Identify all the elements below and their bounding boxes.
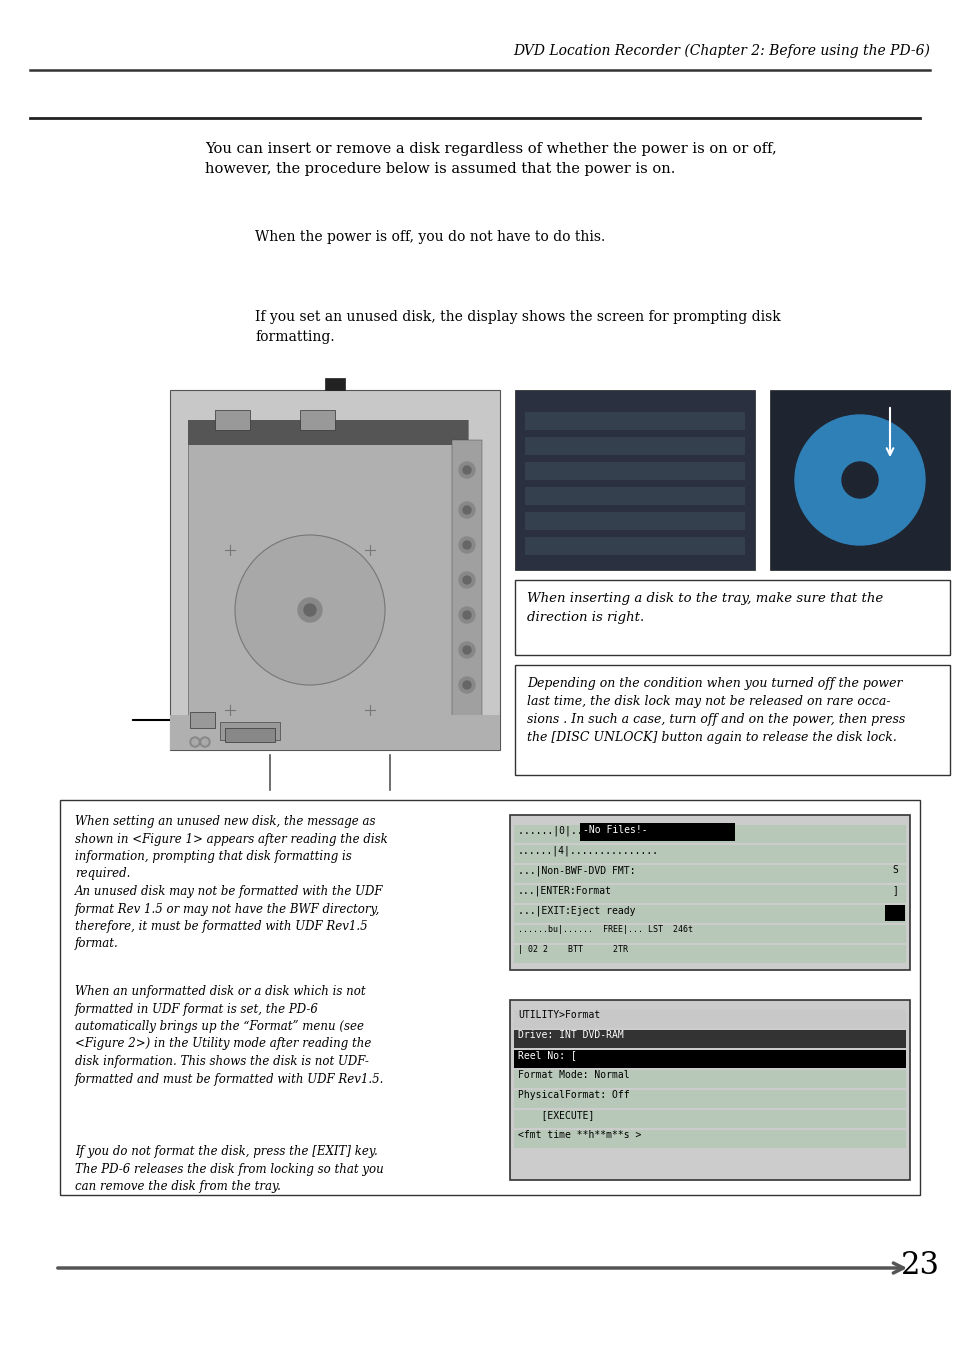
Bar: [515, 390, 754, 570]
Circle shape: [462, 681, 471, 689]
Bar: [524, 486, 744, 505]
Text: ...|EXIT:Eject ready: ...|EXIT:Eject ready: [517, 905, 635, 916]
Bar: [514, 825, 905, 843]
Circle shape: [458, 607, 475, 623]
Text: | 02 2    BTT      2TR: | 02 2 BTT 2TR: [517, 944, 627, 954]
Bar: [170, 390, 499, 750]
Circle shape: [462, 507, 471, 513]
Bar: [514, 1011, 905, 1028]
Text: When the power is off, you do not have to do this.: When the power is off, you do not have t…: [254, 230, 604, 245]
Circle shape: [234, 535, 385, 685]
Circle shape: [304, 604, 315, 616]
Text: Drive: INT DVD-RAM: Drive: INT DVD-RAM: [517, 1029, 623, 1040]
Bar: [524, 412, 744, 430]
Text: When setting an unused new disk, the message as
shown in <Figure 1> appears afte: When setting an unused new disk, the mes…: [75, 815, 387, 951]
Bar: [514, 1129, 905, 1148]
Text: Reel No: [: Reel No: [: [517, 1050, 577, 1061]
Bar: [514, 885, 905, 902]
Circle shape: [462, 576, 471, 584]
Text: If you do not format the disk, press the [EXIT] key.
The PD-6 releases the disk : If you do not format the disk, press the…: [75, 1146, 383, 1193]
Text: You can insert or remove a disk regardless of whether the power is on or off,
ho: You can insert or remove a disk regardle…: [205, 142, 776, 176]
Circle shape: [458, 677, 475, 693]
Bar: [60, 800, 919, 1196]
Text: ...|ENTER:Format: ...|ENTER:Format: [517, 885, 612, 896]
Bar: [225, 728, 274, 742]
Bar: [524, 436, 744, 455]
Text: ......|4|...............: ......|4|...............: [517, 844, 659, 855]
Bar: [579, 823, 734, 842]
Bar: [515, 580, 949, 655]
Text: [EXECUTE]: [EXECUTE]: [517, 1111, 594, 1120]
Circle shape: [841, 462, 877, 499]
Circle shape: [458, 571, 475, 588]
Bar: [524, 462, 744, 480]
Bar: [510, 1000, 909, 1179]
Circle shape: [794, 415, 924, 544]
Circle shape: [190, 738, 200, 747]
Circle shape: [200, 738, 210, 747]
Bar: [510, 815, 909, 970]
Bar: [514, 865, 905, 884]
Text: If you set an unused disk, the display shows the screen for prompting disk
forma: If you set an unused disk, the display s…: [254, 309, 780, 343]
Text: ]: ]: [891, 885, 897, 894]
Bar: [514, 1050, 905, 1069]
Text: S: S: [891, 865, 897, 875]
Bar: [514, 1070, 905, 1088]
Circle shape: [192, 739, 198, 744]
Bar: [220, 721, 280, 740]
Bar: [188, 420, 468, 444]
Circle shape: [458, 462, 475, 478]
Bar: [214, 409, 250, 430]
Text: ......bu|......  FREE|... LST  246t: ......bu|...... FREE|... LST 246t: [517, 925, 692, 934]
Circle shape: [462, 466, 471, 474]
Circle shape: [297, 598, 322, 621]
Text: When an unformatted disk or a disk which is not
formatted in UDF format is set, : When an unformatted disk or a disk which…: [75, 985, 384, 1085]
Text: UTILITY>Format: UTILITY>Format: [517, 1011, 599, 1020]
Bar: [299, 409, 335, 430]
Bar: [514, 905, 905, 923]
Bar: [190, 712, 214, 728]
Bar: [515, 665, 949, 775]
Bar: [170, 715, 499, 750]
Circle shape: [462, 540, 471, 549]
Bar: [514, 925, 905, 943]
Bar: [514, 1090, 905, 1108]
Bar: [514, 1111, 905, 1128]
Circle shape: [462, 646, 471, 654]
Bar: [769, 390, 949, 570]
Text: ......|0|.....-No Files!-: ......|0|.....-No Files!-: [517, 825, 664, 835]
Text: <fmt time **h**m**s >: <fmt time **h**m**s >: [517, 1129, 640, 1140]
Bar: [884, 905, 904, 921]
Bar: [188, 420, 468, 720]
Circle shape: [462, 611, 471, 619]
Text: Format Mode: Normal: Format Mode: Normal: [517, 1070, 629, 1079]
Text: 23: 23: [900, 1250, 939, 1281]
Bar: [325, 378, 345, 390]
Circle shape: [458, 536, 475, 553]
Circle shape: [458, 503, 475, 517]
Text: DVD Location Recorder (Chapter 2: Before using the PD-6): DVD Location Recorder (Chapter 2: Before…: [513, 43, 929, 58]
Circle shape: [458, 642, 475, 658]
Text: ...|Non-BWF-DVD FMT:: ...|Non-BWF-DVD FMT:: [517, 865, 635, 875]
Text: -No Files!-: -No Files!-: [582, 825, 647, 835]
Bar: [452, 440, 481, 720]
Bar: [514, 844, 905, 863]
Bar: [524, 536, 744, 555]
Bar: [514, 1029, 905, 1048]
Bar: [524, 512, 744, 530]
Bar: [514, 944, 905, 963]
Text: Depending on the condition when you turned off the power
last time, the disk loc: Depending on the condition when you turn…: [526, 677, 904, 744]
Circle shape: [202, 739, 208, 744]
Text: When inserting a disk to the tray, make sure that the
direction is right.: When inserting a disk to the tray, make …: [526, 592, 882, 624]
Text: PhysicalFormat: Off: PhysicalFormat: Off: [517, 1090, 629, 1100]
